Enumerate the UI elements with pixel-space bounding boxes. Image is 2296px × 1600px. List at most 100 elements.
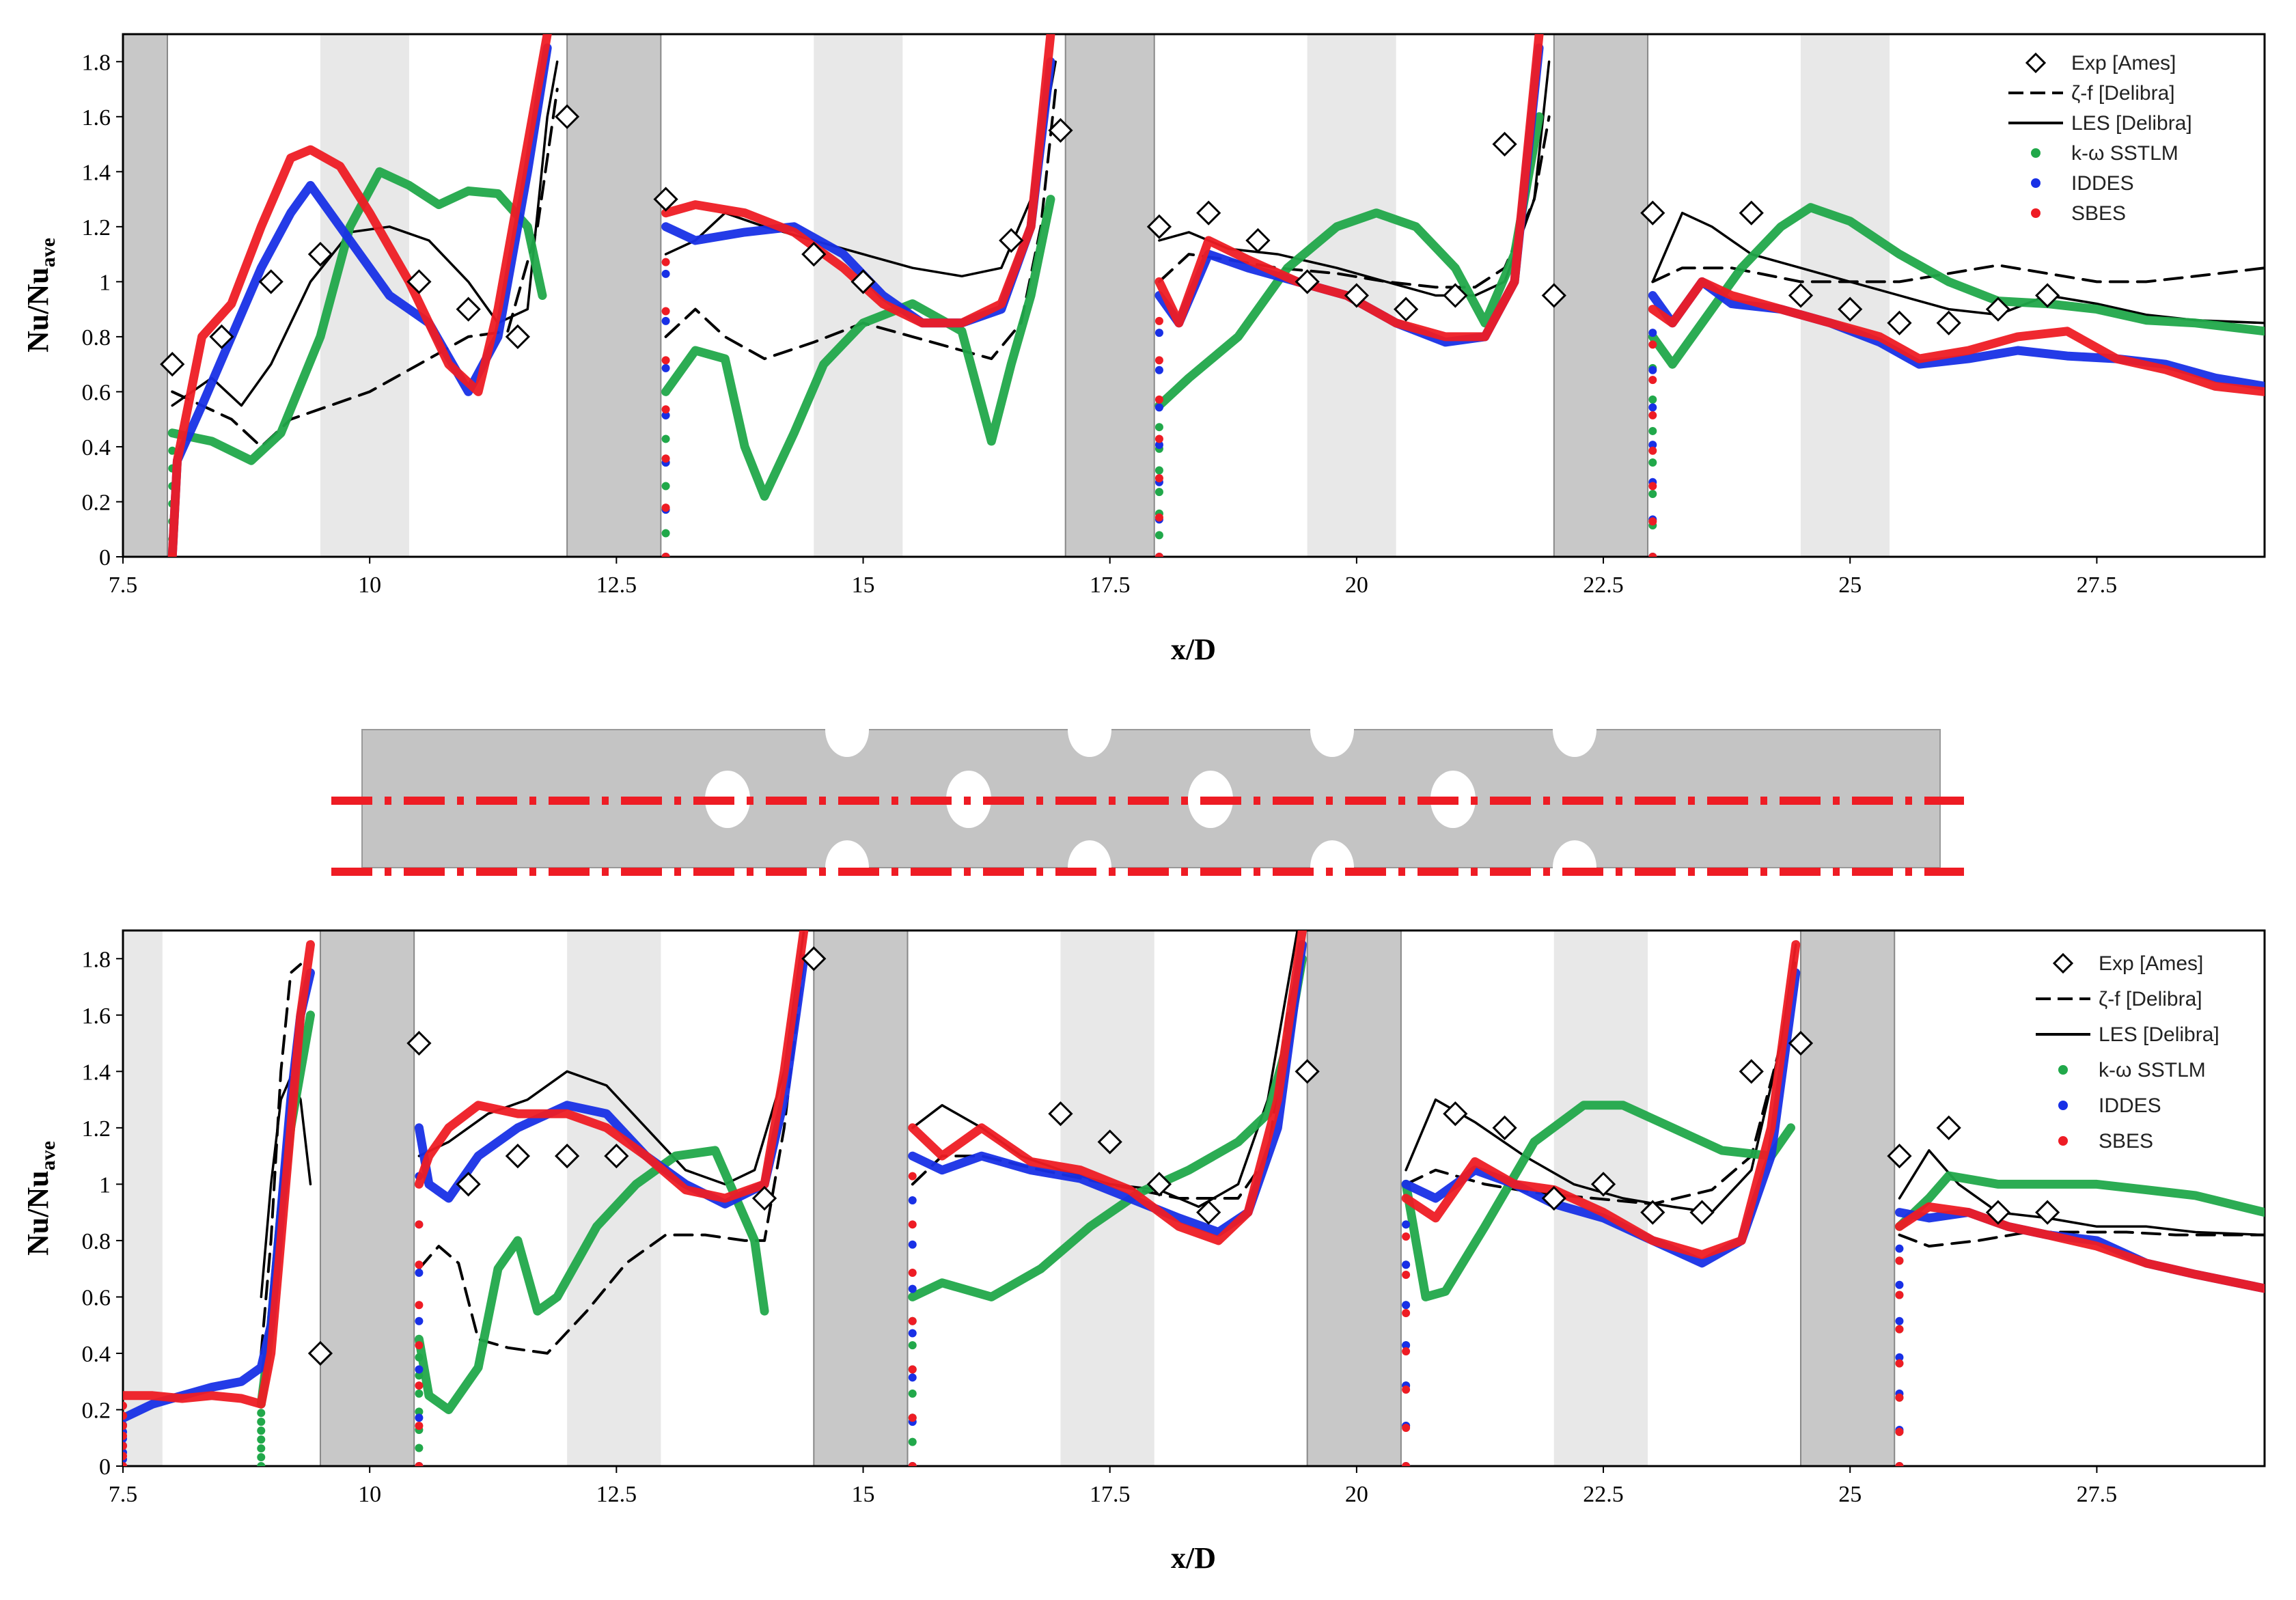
top-exp-ames-point xyxy=(1936,310,1961,335)
bottom-y-tick-label: 1.6 xyxy=(82,1004,111,1029)
bottom-sbes-line-segment-5 xyxy=(1895,1202,2265,1293)
bottom-exp-ames-point xyxy=(406,1030,432,1056)
top-pin-band-4 xyxy=(1553,33,1649,557)
top-pin-band-3 xyxy=(1064,33,1155,557)
top-exp-ames-point xyxy=(1640,200,1665,225)
top-exp-ames-point xyxy=(1985,296,2011,322)
top-les-line-segment-4 xyxy=(1651,211,2265,325)
bottom-exp-ames-point xyxy=(751,1185,777,1211)
top-y-tick-label: 0.4 xyxy=(82,435,111,460)
bottom-sbes-wall-point xyxy=(908,1172,917,1181)
top-sstlm-wall-point xyxy=(1154,488,1163,497)
top-sbes-wall-point xyxy=(1154,356,1163,365)
bottom-exp-ames-point xyxy=(307,1340,333,1366)
top-iddes-wall-point xyxy=(661,363,670,372)
top-exp-ames-point xyxy=(456,296,481,322)
bottom-sbes-line-segment-4 xyxy=(1401,940,1801,1259)
top-sbes-wall-point xyxy=(661,405,670,414)
top-sstlm-wall-point xyxy=(1154,531,1163,540)
bottom-legend: Exp [Ames] ζ-f [Delibra] LES [Delibra] k-ω … xyxy=(2036,952,2219,1153)
top-exp-ames-point xyxy=(1443,283,1468,308)
bottom-iddes-wall-point xyxy=(908,1240,917,1249)
bottom-legend-sbes-marker xyxy=(2058,1136,2068,1146)
top-sstlm-wall-point xyxy=(661,482,670,491)
bottom-legend-zeta_f-label: ζ-f [Delibra] xyxy=(2099,988,2202,1010)
top-sstlm-wall-point xyxy=(661,435,670,443)
top-y-tick-label: 0.2 xyxy=(82,490,111,515)
top-iddes-wall-point xyxy=(661,269,670,278)
bottom-sbes-wall-point xyxy=(1402,1271,1411,1279)
top-exp-ames-point xyxy=(1344,283,1369,308)
top-x-tick-label: 22.5 xyxy=(1583,573,1624,598)
top-sbes-wall-point xyxy=(661,258,670,266)
bottom-exp-ames-point xyxy=(1640,1200,1665,1225)
bottom-sbes-wall-point xyxy=(1402,1462,1411,1466)
top-sstlm-wall-point xyxy=(1154,466,1163,475)
top-x-tick-label: 7.5 xyxy=(109,573,138,598)
top-sstlm-line-segment-4 xyxy=(1648,203,2265,369)
bottom-iddes-wall-point xyxy=(1402,1341,1411,1350)
bottom-x-tick-label: 25 xyxy=(1838,1482,1862,1507)
top-y-tick-label: 1.8 xyxy=(82,50,111,75)
top-light-band-4 xyxy=(1800,34,1890,557)
top-iddes-wall-point xyxy=(661,411,670,419)
bottom-exp-ames-point xyxy=(505,1143,531,1169)
bottom-legend-sbes-label: SBES xyxy=(2099,1130,2153,1153)
top-exp-ames-point xyxy=(850,269,876,294)
top-sbes-line-segment-2 xyxy=(661,34,1055,328)
bottom-iddes-wall-point xyxy=(1895,1353,1904,1362)
bottom-y-tick-label: 0.2 xyxy=(82,1398,111,1423)
bottom-sbes-wall-point xyxy=(123,1452,127,1461)
bottom-sbes-wall-point xyxy=(1402,1232,1411,1241)
top-exp-ames-point xyxy=(554,104,580,129)
bottom-iddes-wall-point xyxy=(1895,1244,1904,1253)
bottom-pin-band-1 xyxy=(319,930,415,1467)
bottom-x-tick-label: 15 xyxy=(852,1482,875,1507)
bottom-sstlm-wall-point xyxy=(257,1418,266,1426)
top-sstlm-wall-point xyxy=(1648,395,1657,404)
bottom-x-tick-label: 12.5 xyxy=(596,1482,637,1507)
bottom-y-tick-label: 1.2 xyxy=(82,1116,111,1142)
top-y-tick-label: 0 xyxy=(99,545,111,570)
bottom-iddes-wall-point xyxy=(908,1373,917,1382)
bottom-sstlm-wall-point xyxy=(415,1444,424,1452)
bottom-sbes-wall-point xyxy=(415,1341,424,1350)
bottom-y-tick-label: 1 xyxy=(99,1172,111,1198)
top-sbes-wall-point xyxy=(1154,395,1163,404)
bottom-sbes-wall-point xyxy=(415,1462,424,1466)
top-sbes-wall-point xyxy=(1648,411,1657,419)
top-iddes-wall-point xyxy=(1154,403,1163,412)
top-legend-exp-marker xyxy=(2025,52,2047,74)
bottom-x-tick-label: 17.5 xyxy=(1090,1482,1131,1507)
bottom-legend-exp-marker xyxy=(2052,952,2074,974)
top-les-line-segment-1 xyxy=(171,60,559,407)
bottom-iddes-wall-point xyxy=(415,1365,424,1374)
bottom-y-tick-label: 0.8 xyxy=(82,1229,111,1254)
bottom-sbes-wall-point xyxy=(1895,1291,1904,1299)
top-exp-ames-point xyxy=(1838,296,1863,322)
top-exp-ames-point xyxy=(1196,200,1221,225)
top-sbes-wall-point xyxy=(661,307,670,316)
bottom-les-line-segment-1 xyxy=(260,1075,312,1299)
top-sbes-wall-point xyxy=(661,504,670,512)
bottom-sstlm-line-segment-5 xyxy=(1895,1171,2265,1231)
top-y-axis-label: Nu/Nuave xyxy=(21,238,59,353)
top-sbes-wall-point xyxy=(1648,376,1657,385)
bottom-sbes-wall-point xyxy=(1402,1385,1411,1394)
top-sbes-wall-point xyxy=(1648,446,1657,455)
top-iddes-wall-point xyxy=(1154,329,1163,337)
top-exp-ames-point xyxy=(801,241,827,267)
bottom-iddes-wall-point xyxy=(415,1413,424,1422)
bottom-data-layer xyxy=(123,930,2265,1466)
bottom-zeta_f-line-segment-2 xyxy=(417,957,805,1355)
bottom-iddes-wall-point xyxy=(415,1269,424,1278)
bottom-sbes-wall-point xyxy=(1402,1309,1411,1317)
top-y-tick-label: 0.8 xyxy=(82,325,111,350)
top-exp-ames-point xyxy=(999,227,1024,253)
top-exp-ames-point xyxy=(209,324,234,350)
bottom-sstlm-wall-point xyxy=(908,1437,917,1446)
top-plot-frame xyxy=(122,33,2266,558)
top-sbes-line-segment-4 xyxy=(1648,277,2265,396)
top-sstlm-wall-point xyxy=(1154,423,1163,432)
